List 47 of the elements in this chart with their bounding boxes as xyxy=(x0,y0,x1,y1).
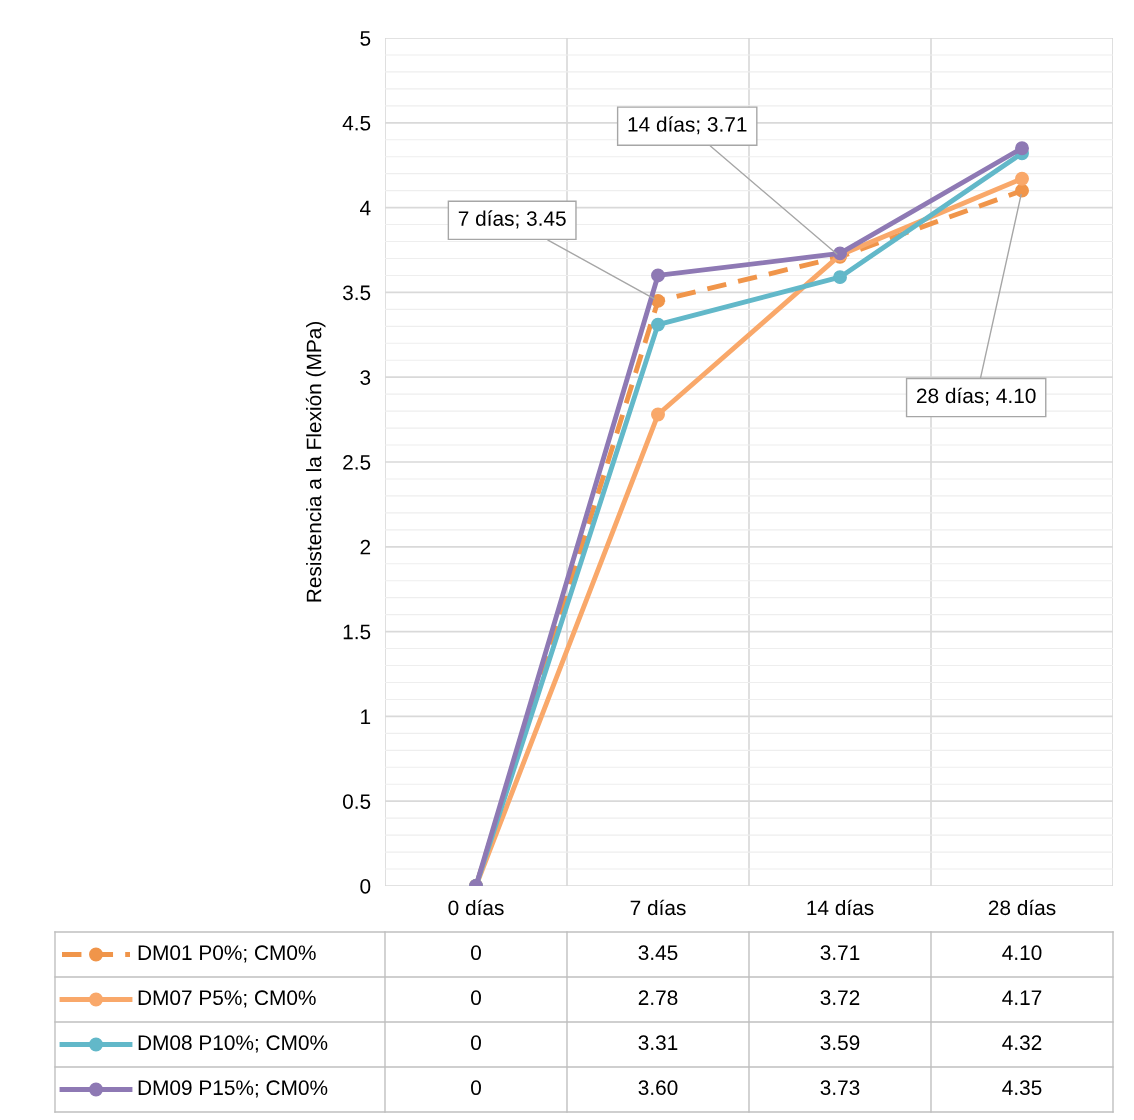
data-label: 3.73 xyxy=(820,1080,860,1096)
y-tick-label: 1.5 xyxy=(343,624,371,640)
y-tick-label: 5 xyxy=(360,31,371,46)
legend-label: DM08 P10%; CM0% xyxy=(138,1035,328,1053)
point xyxy=(651,407,665,422)
y-tick-label: 2.5 xyxy=(343,455,371,470)
y-tick-label: 1 xyxy=(361,709,371,724)
legend-label: DM07 P5%; CM0% xyxy=(138,990,316,1008)
annotation: 14 días; 3.71 xyxy=(628,116,747,135)
data-label: 3.45 xyxy=(638,945,678,961)
data-label: 2.78 xyxy=(638,990,678,1006)
y-tick-label: 4 xyxy=(360,200,371,216)
data-label: 4.32 xyxy=(1002,1035,1042,1051)
data-label: 3.72 xyxy=(820,990,860,1006)
x-tick-label: 28 días xyxy=(988,899,1056,916)
data-label: 4.10 xyxy=(1002,945,1042,961)
y-tick-label: 4.5 xyxy=(342,116,371,131)
data-label: 0 xyxy=(471,1035,481,1051)
annotation: 7 días; 3.45 xyxy=(458,210,566,229)
y-tick-label: 0.5 xyxy=(342,794,371,809)
data-label: 3.60 xyxy=(638,1080,678,1096)
point xyxy=(1015,171,1029,186)
y-tick-label: 3.5 xyxy=(342,285,371,301)
y-tick-label: 0 xyxy=(360,879,371,894)
y-axis-title: Resistencia a la Flexión (MPa) xyxy=(305,322,326,602)
x-tick-label: 14 días xyxy=(807,899,874,916)
point xyxy=(1015,141,1029,156)
point xyxy=(651,268,665,283)
data-label: 4.17 xyxy=(1002,990,1042,1005)
legend-label: DM01 P0%; CM0% xyxy=(138,945,316,963)
point xyxy=(833,270,847,285)
data-label: 0 xyxy=(471,945,481,961)
point xyxy=(1015,183,1029,198)
data-label: 0 xyxy=(471,990,481,1006)
y-tick-label: 2 xyxy=(360,539,371,555)
data-label: 4.35 xyxy=(1002,1080,1042,1096)
legend-label: DM09 P15%; CM0% xyxy=(138,1080,328,1098)
x-tick-label: 7 días xyxy=(630,899,686,916)
x-tick-label: 0 días xyxy=(448,899,504,916)
point xyxy=(651,293,665,308)
annotation: 28 días; 4.10 xyxy=(916,387,1036,406)
data-label: 3.59 xyxy=(820,1035,860,1051)
point xyxy=(651,317,665,332)
data-label: 3.71 xyxy=(820,945,860,961)
data-label: 0 xyxy=(471,1080,481,1096)
data-label: 3.31 xyxy=(638,1035,678,1051)
y-tick-label: 3 xyxy=(360,370,371,385)
